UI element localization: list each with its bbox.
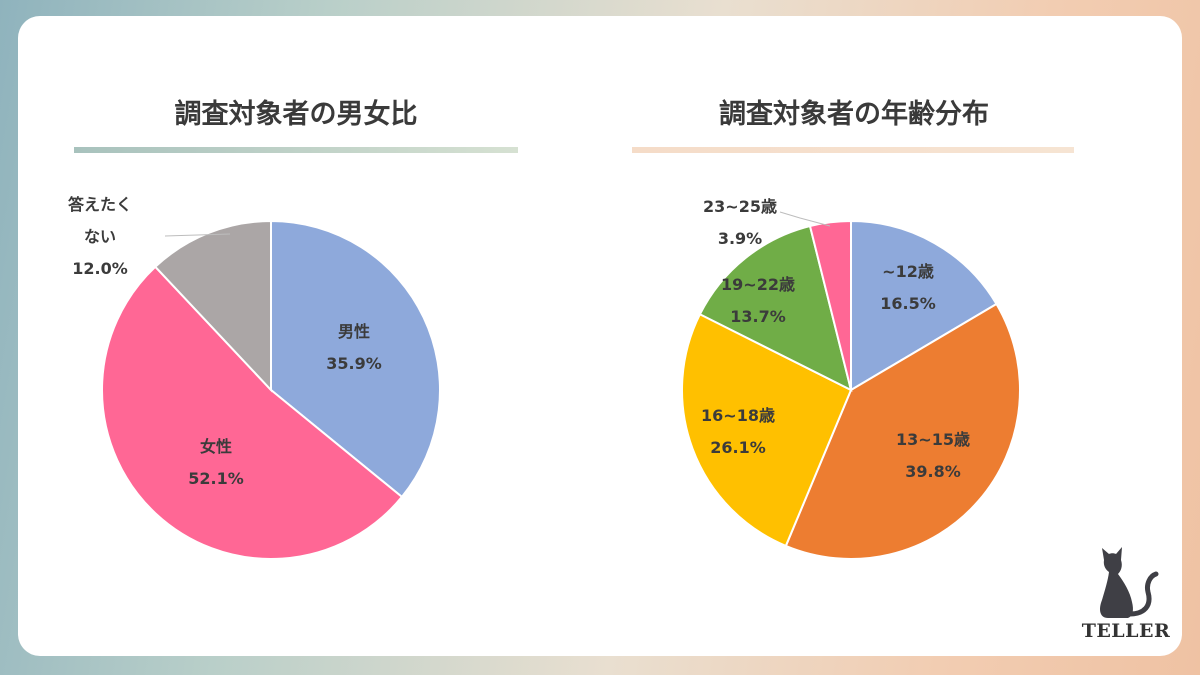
age-slice-2-name: 16~18歳 — [701, 406, 775, 425]
gender-slice-0-name: 男性 — [338, 322, 370, 341]
age-slice-3-value: 13.7% — [730, 307, 786, 326]
age-slice-2-value: 26.1% — [710, 438, 766, 457]
gender-slice-1-name: 女性 — [200, 437, 232, 456]
age-slice-4-value: 3.9% — [718, 229, 762, 248]
gender-slice-1-value: 52.1% — [188, 469, 244, 488]
age-slice-0 — [850, 219, 998, 392]
age-slice-4-label: 23~25歳 3.9% — [703, 197, 777, 248]
age-slice-2-label: 16~18歳 26.1% — [701, 406, 775, 457]
age-title-rule — [632, 147, 1074, 153]
gender-slice-2-leader — [164, 233, 231, 237]
gender-slice-2 — [153, 219, 272, 393]
gender-slice-1 — [100, 265, 404, 560]
age-slice-3 — [698, 224, 853, 392]
teller-logo: TELLER — [1078, 540, 1174, 646]
gender-slice-0-value: 35.9% — [326, 354, 382, 373]
age-slice-0-name: ~12歳 — [882, 262, 934, 281]
gender-slice-0 — [270, 219, 441, 499]
age-slice-1 — [784, 302, 1021, 560]
gender-slice-2-name: 答えたく — [68, 195, 132, 214]
age-slice-3-label: 19~22歳 13.7% — [721, 275, 795, 326]
age-slice-0-label: ~12歳 16.5% — [880, 262, 936, 313]
gender-slice-1-label: 女性 52.1% — [188, 437, 244, 488]
age-slice-4-leader — [779, 211, 831, 227]
gender-slice-2-value: 12.0% — [72, 259, 128, 278]
age-slice-0-value: 16.5% — [880, 294, 936, 313]
age-slice-4 — [808, 219, 852, 391]
gender-title-rule — [74, 147, 518, 153]
cat-icon — [1100, 547, 1159, 618]
age-slice-1-name: 13~15歳 — [896, 430, 970, 449]
age-chart-title: 調査対象者の年齢分布 — [719, 99, 989, 130]
gender-slice-0-label: 男性 35.9% — [326, 322, 382, 373]
age-slice-3-name: 19~22歳 — [721, 275, 795, 294]
gender-chart-title: 調査対象者の男女比 — [174, 99, 418, 130]
age-slice-1-label: 13~15歳 39.8% — [896, 430, 970, 481]
age-slice-4-name: 23~25歳 — [703, 197, 777, 216]
logo-text: TELLER — [1081, 620, 1171, 642]
gender-slice-2-name: ない — [84, 227, 116, 246]
age-slice-1-value: 39.8% — [905, 462, 961, 481]
age-slice-2 — [681, 312, 853, 548]
